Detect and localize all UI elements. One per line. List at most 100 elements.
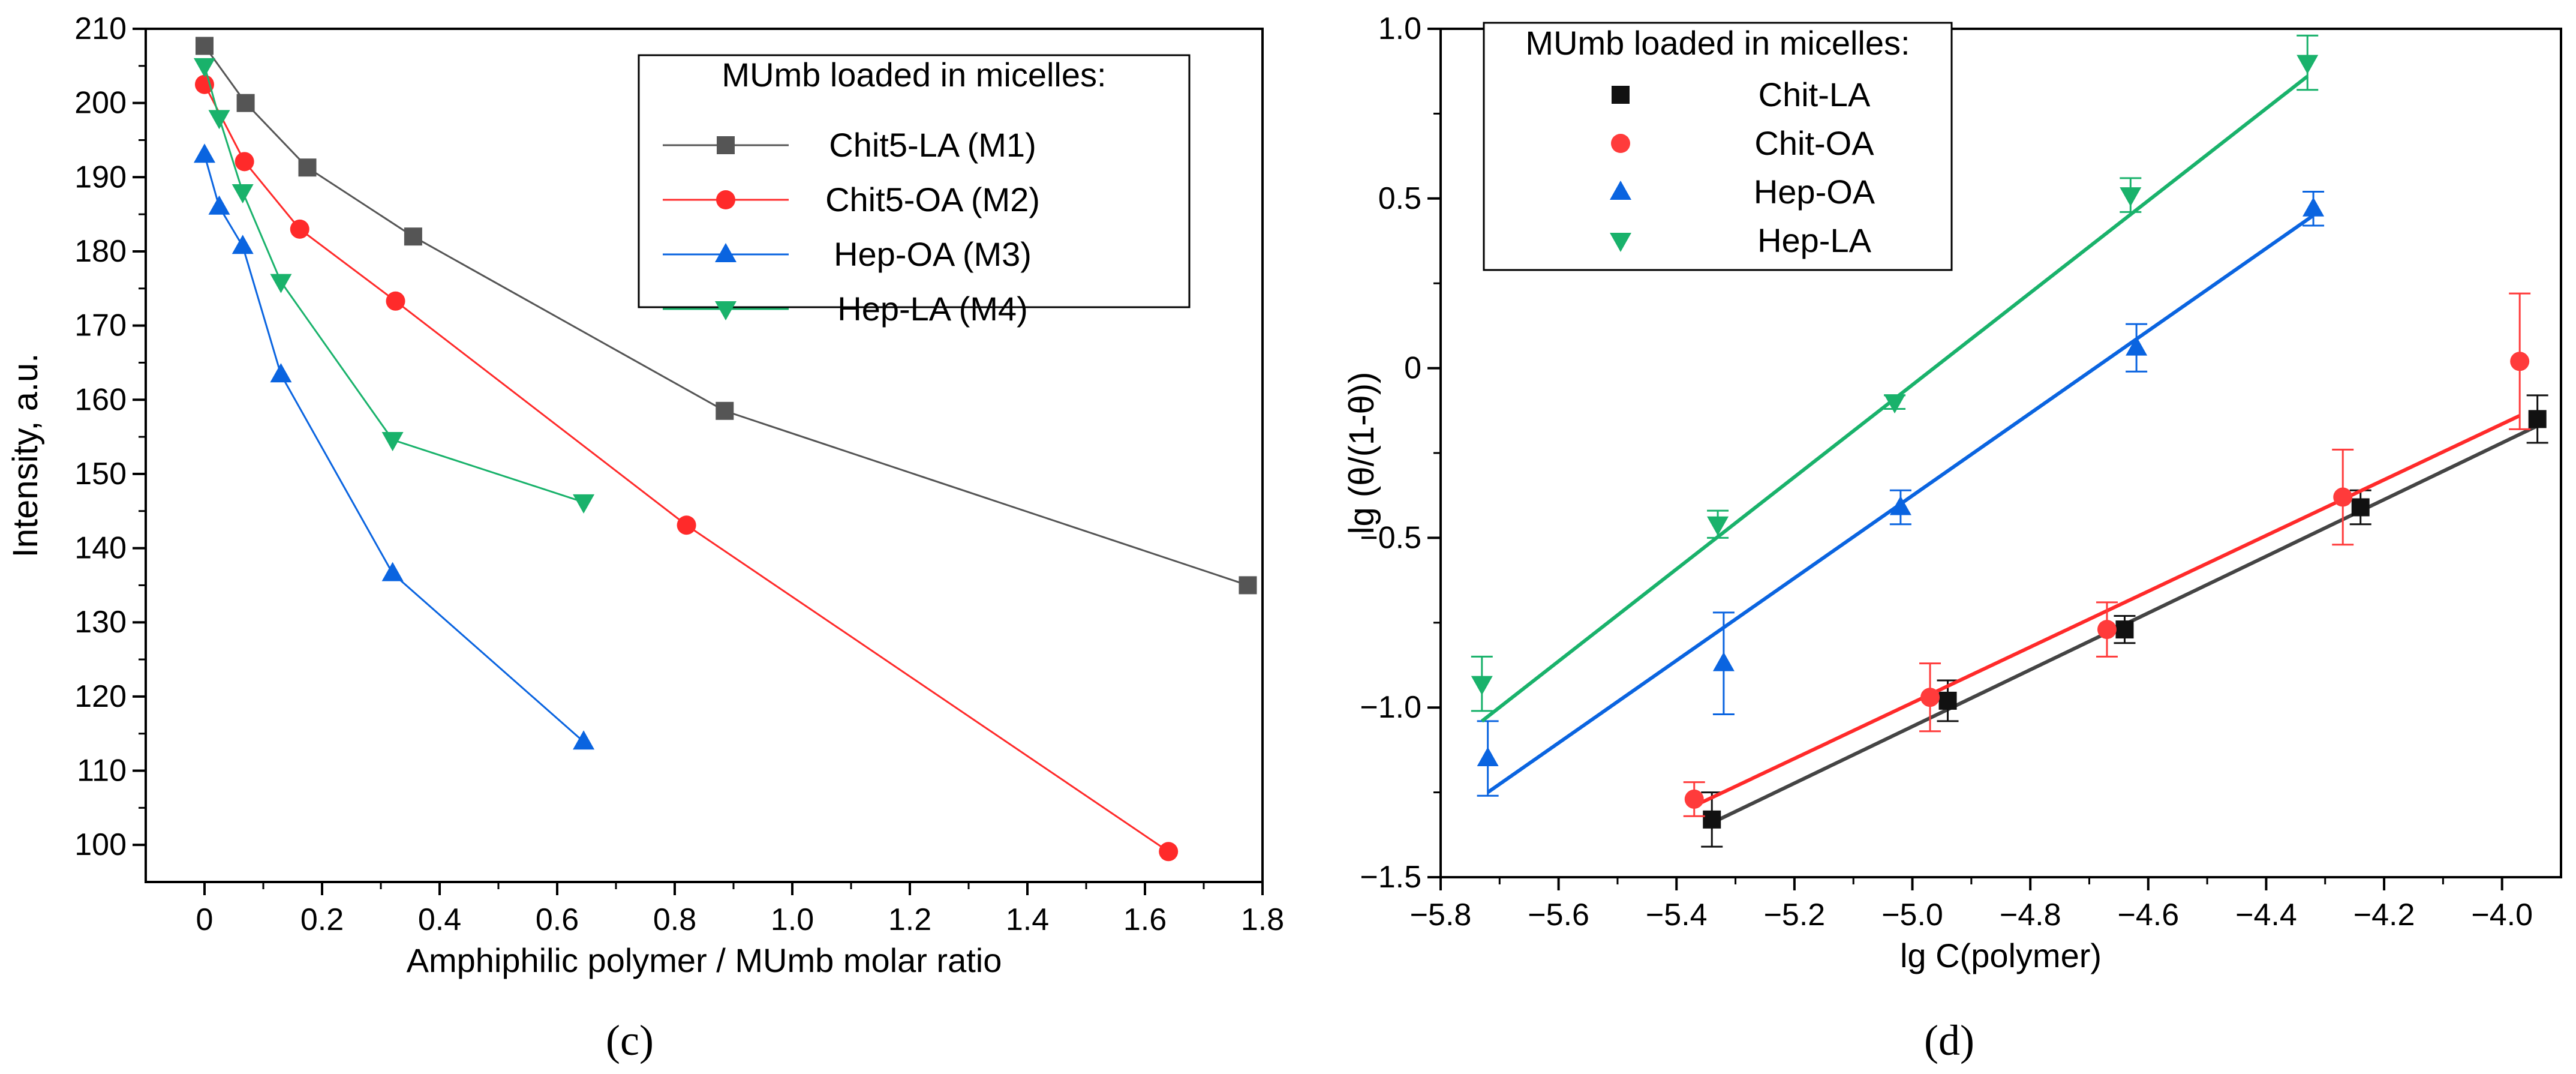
y-axis-label: Intensity, a.u. xyxy=(6,353,45,558)
x-tick-label: 1.0 xyxy=(771,902,814,937)
data-point xyxy=(2351,498,2370,517)
data-point xyxy=(1938,691,1957,710)
data-point xyxy=(381,562,404,581)
data-point xyxy=(2333,487,2353,507)
legend-label: Hep-OA xyxy=(1754,173,1875,211)
data-point xyxy=(1684,789,1704,809)
legend-label: Hep-OA (M3) xyxy=(834,235,1032,273)
data-point xyxy=(386,291,405,311)
legend-label: Chit5-LA (M1) xyxy=(829,126,1036,164)
x-tick-label: 1.6 xyxy=(1123,902,1167,937)
x-axis-label: lg C(polymer) xyxy=(1900,937,2102,974)
legend-marker xyxy=(715,243,737,262)
data-point xyxy=(270,363,292,383)
y-tick-label: −0.5 xyxy=(1360,520,1421,555)
y-tick-label: −1.5 xyxy=(1360,860,1421,895)
y-tick-label: 130 xyxy=(74,605,127,640)
data-point xyxy=(1712,652,1735,671)
x-tick-label: 1.4 xyxy=(1006,902,1049,937)
x-tick-label: 0.6 xyxy=(536,902,579,937)
legend-marker xyxy=(717,136,735,154)
data-point xyxy=(573,494,595,514)
data-point xyxy=(573,730,595,750)
legend-box xyxy=(1483,22,1953,271)
legend-label: Chit-OA xyxy=(1754,124,1874,162)
legend-marker xyxy=(1610,181,1631,200)
x-tick-label: 0.8 xyxy=(653,902,696,937)
data-point xyxy=(677,515,696,535)
series-chit5-la-m1- xyxy=(196,37,1257,595)
data-point xyxy=(290,219,309,239)
x-tick-label: 1.2 xyxy=(888,902,931,937)
data-point xyxy=(2510,352,2530,371)
y-tick-label: 100 xyxy=(74,827,127,862)
data-point xyxy=(298,158,317,177)
data-point xyxy=(232,184,254,204)
data-point xyxy=(208,195,230,215)
data-point xyxy=(2297,55,2319,74)
data-point xyxy=(235,152,254,172)
series-hep-la-m4- xyxy=(194,58,595,514)
legend-label: Hep-LA (M4) xyxy=(837,290,1027,328)
y-axis-label: lg (θ/(1-θ)) xyxy=(1342,372,1381,535)
y-tick-label: 120 xyxy=(74,679,127,714)
series-chit-oa xyxy=(1683,292,2531,817)
data-point xyxy=(194,143,215,163)
series-hep-la xyxy=(1471,34,2319,723)
data-point xyxy=(196,37,214,55)
x-tick-label: −4.6 xyxy=(2117,898,2179,932)
y-tick-label: 190 xyxy=(74,160,127,194)
x-tick-label: −4.4 xyxy=(2235,898,2297,932)
y-tick-label: 0 xyxy=(1404,351,1421,386)
data-point xyxy=(232,235,254,254)
series-hep-oa xyxy=(1477,190,2325,797)
x-tick-label: 0 xyxy=(196,902,214,937)
legend: MUmb loaded in micelles: Chit5-LA (M1) Chi… xyxy=(638,54,1191,328)
data-point xyxy=(2115,620,2134,639)
legend-marker xyxy=(1611,134,1630,153)
data-point xyxy=(1239,576,1257,595)
data-point xyxy=(270,274,292,293)
y-tick-label: 110 xyxy=(77,754,127,788)
data-point xyxy=(208,110,230,130)
data-point xyxy=(236,94,255,112)
legend-label: Hep-LA xyxy=(1757,221,1872,259)
y-tick-label: 200 xyxy=(74,86,127,121)
data-point xyxy=(1889,496,1911,515)
data-point xyxy=(716,401,734,420)
data-point xyxy=(381,432,404,452)
legend-label: Chit-LA xyxy=(1759,76,1871,113)
data-point xyxy=(2097,620,2117,640)
legend-title: MUmb loaded in micelles: xyxy=(1525,24,1910,62)
legend-box xyxy=(638,54,1191,308)
data-point xyxy=(1159,842,1179,862)
data-point xyxy=(2120,187,2142,207)
x-tick-label: −5.2 xyxy=(1764,898,1826,932)
y-tick-label: 180 xyxy=(74,234,127,269)
data-point xyxy=(1920,688,1940,707)
y-tick-label: 0.5 xyxy=(1378,181,1421,216)
y-tick-label: 150 xyxy=(74,457,127,491)
x-tick-label: −5.6 xyxy=(1528,898,1589,932)
series-line xyxy=(203,65,584,503)
y-tick-label: 160 xyxy=(74,382,127,417)
series-line xyxy=(203,154,585,743)
x-tick-label: 0.4 xyxy=(418,902,461,937)
data-point xyxy=(2303,197,2325,217)
chart-panel-d: −5.8 −5.6 −5.4 −5.2 −5.0 −4.8 −4.6 −4.4 −4.2 −4.0… xyxy=(1342,11,2562,1064)
series-hep-oa-m3- xyxy=(194,143,595,750)
data-point xyxy=(404,227,422,246)
x-tick-label: −5.8 xyxy=(1410,898,1472,932)
y-tick-label: 170 xyxy=(74,308,127,343)
data-point xyxy=(1703,810,1721,829)
legend-title: MUmb loaded in micelles: xyxy=(722,56,1106,94)
legend-marker xyxy=(1612,86,1630,104)
panel-label: (d) xyxy=(1924,1016,1974,1064)
panel-label: (c) xyxy=(606,1016,654,1064)
data-point xyxy=(2528,410,2547,428)
y-tick-label: 140 xyxy=(74,531,127,566)
data-point xyxy=(1471,676,1493,695)
x-tick-label: 0.2 xyxy=(300,902,344,937)
data-point xyxy=(1707,516,1729,536)
